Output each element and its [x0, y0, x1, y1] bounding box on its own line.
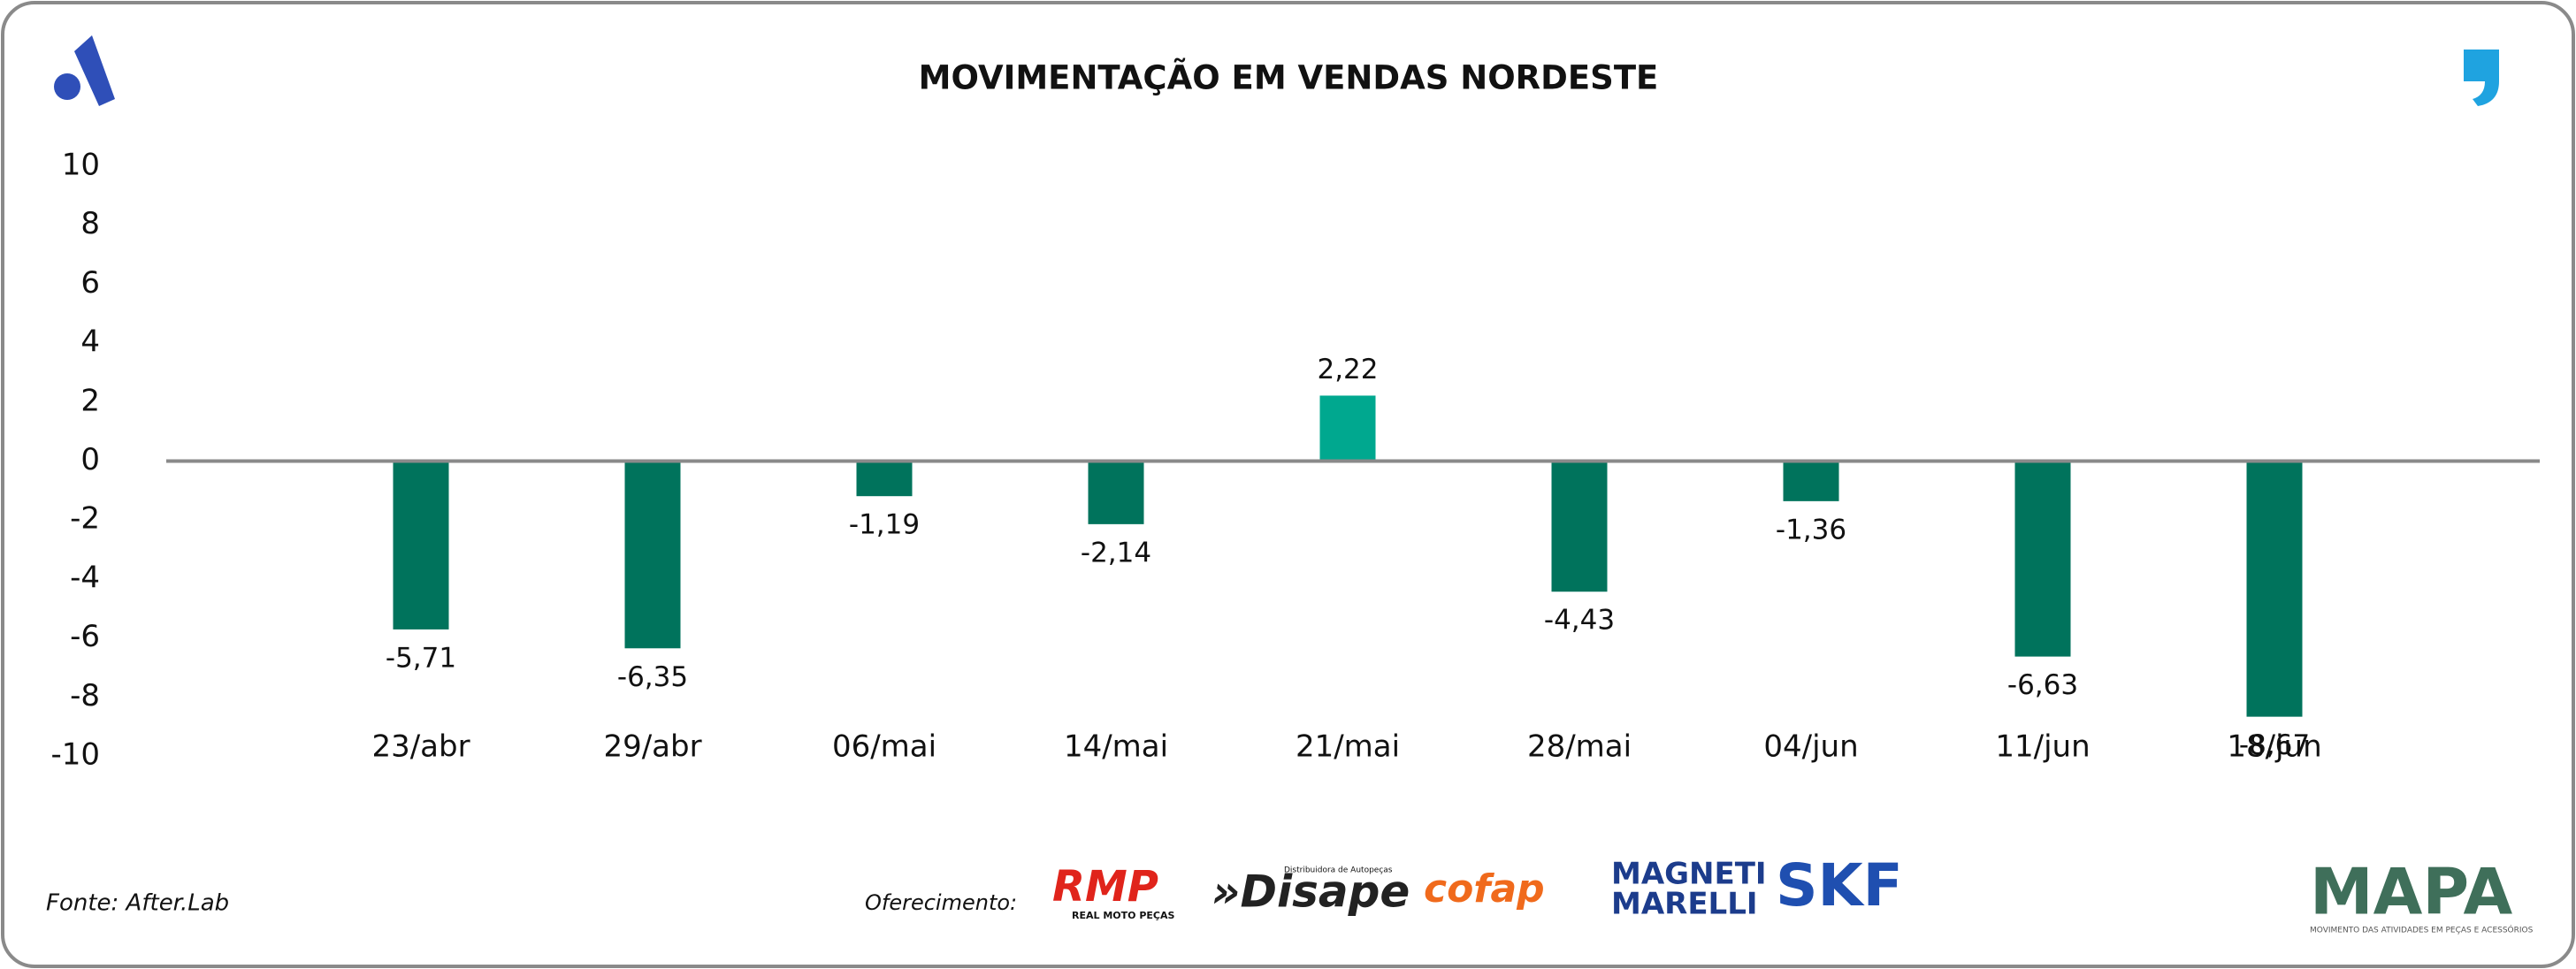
bar [393, 461, 449, 629]
data-label: -5,71 [386, 642, 456, 674]
data-label: -2,14 [1081, 537, 1151, 568]
data-label: -1,19 [849, 509, 920, 541]
data-label: -1,36 [1776, 514, 1846, 546]
x-tick-label: 11/jun [1995, 729, 2090, 765]
bar [856, 461, 913, 497]
y-tick-label: -2 [70, 501, 100, 537]
y-tick-label: 8 [80, 206, 100, 241]
x-tick-label: 06/mai [832, 729, 936, 765]
y-tick-label: 6 [80, 265, 100, 301]
y-tick-label: 10 [62, 148, 100, 183]
y-tick-label: 0 [80, 442, 100, 477]
logo-right [2464, 50, 2499, 106]
sponsor-logo: SKF [1776, 851, 1903, 919]
bar [624, 461, 681, 649]
x-tick-label: 14/mai [1064, 729, 1168, 765]
bar [1551, 461, 1608, 592]
source: Fonte: After.Lab [46, 890, 229, 917]
chart-title: MOVIMENTAÇÃO EM VENDAS NORDESTE [919, 58, 1659, 97]
x-tick-label: 04/jun [1763, 729, 1858, 765]
bar [1088, 461, 1144, 524]
bar [1319, 395, 1376, 462]
y-tick-label: 2 [80, 383, 100, 418]
bar [1783, 461, 1839, 501]
data-label: -6,35 [617, 661, 688, 693]
y-tick-label: -8 [70, 678, 100, 713]
brand-name: MAPA [2310, 855, 2513, 929]
sponsor-logo: RMP [1052, 862, 1158, 912]
x-tick-label: 29/abr [603, 729, 701, 765]
sponsor-label: Oferecimento: [865, 890, 1017, 915]
y-tick-label: -4 [70, 560, 100, 595]
x-tick-label: 21/mai [1296, 729, 1400, 765]
sponsor-logo: »Disape [1212, 866, 1410, 918]
sponsor-logo: Distribuidora de Autopeças [1284, 866, 1393, 875]
bar [2246, 461, 2303, 717]
y-tick-label: -6 [70, 619, 100, 654]
x-tick-label: 23/abr [371, 729, 470, 765]
sponsor-logo: cofap [1424, 866, 1545, 912]
sponsor-logo: REAL MOTO PEÇAS [1072, 910, 1174, 921]
y-tick-label: -10 [50, 737, 100, 773]
data-label: -6,63 [2007, 669, 2078, 701]
y-tick-label: 4 [80, 324, 100, 360]
data-label: 2,22 [1317, 354, 1378, 385]
data-label: -4,43 [1544, 605, 1615, 637]
sponsor-logo: MAGNETI [1611, 857, 1767, 892]
sponsor-logo: MARELLI [1611, 887, 1758, 922]
x-tick-label: 18/jun [2227, 729, 2321, 765]
bar [2014, 461, 2071, 657]
logo-left [54, 35, 115, 106]
x-tick-label: 28/mai [1527, 729, 1632, 765]
brand-tagline: MOVIMENTO DAS ATIVIDADES EM PEÇAS E ACES… [2310, 925, 2534, 935]
data-label: -8,67 [2239, 729, 2310, 761]
